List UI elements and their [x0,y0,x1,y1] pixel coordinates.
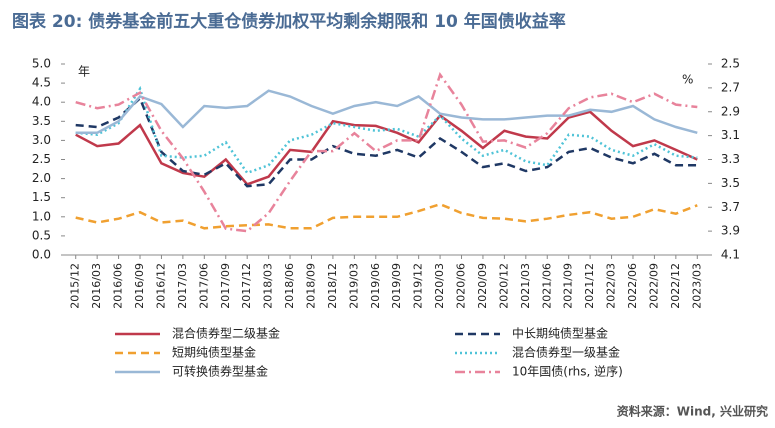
y-tick-label: 3.5 [32,114,51,128]
x-tick-label: 2021/09 [562,263,575,309]
series-line [75,110,698,186]
x-tick-label: 2018/06 [283,263,296,309]
y2-tick-label: 3.3 [721,152,740,166]
y2-tick-label: 4.1 [721,248,740,262]
x-tick-label: 2016/06 [112,263,125,309]
chart-title: 图表 20: 债券基金前五大重仓债券加权平均剩余期限和 10 年国债收益率 [12,11,566,32]
y-tick-label: 1.0 [32,209,51,223]
y-tick-label: 4.0 [32,95,51,109]
y-axis-label: 年 [78,65,90,79]
x-tick-label: 2023/03 [690,263,703,309]
x-tick-label: 2018/12 [326,263,339,309]
x-tick-label: 2018/03 [262,263,275,309]
x-tick-label: 2017/12 [240,263,253,309]
x-tick-label: 2021/03 [519,263,532,309]
y-tick-label: 1.5 [32,190,51,204]
x-tick-label: 2019/09 [390,263,403,309]
x-tick-label: 2020/12 [497,263,510,309]
y-tick-label: 0.0 [32,248,51,262]
y2-tick-label: 3.5 [721,176,740,190]
series-line [75,96,698,188]
x-tick-label: 2022/06 [626,263,639,309]
y2-tick-label: 2.5 [721,57,740,71]
y-tick-label: 5.0 [32,57,51,71]
x-tick-label: 2019/12 [412,263,425,309]
x-tick-label: 2016/03 [90,263,103,309]
x-tick-label: 2016/09 [133,263,146,309]
x-tick-label: 2020/03 [433,263,446,309]
y-tick-label: 4.5 [32,76,51,90]
x-tick-label: 2017/03 [176,263,189,309]
x-tick-label: 2022/09 [647,263,660,309]
x-tick-label: 2021/06 [540,263,553,309]
x-tick-label: 2017/09 [219,263,232,309]
y-tick-label: 0.5 [32,228,51,242]
legend-label: 混合债券型二级基金 [172,326,280,341]
x-tick-label: 2019/06 [369,263,382,309]
series-line [75,89,698,135]
y2-tick-label: 2.7 [721,80,740,94]
y2-tick-label: 3.7 [721,200,740,214]
source: 资料来源：Wind, 兴业研究 [617,404,768,419]
series-line [75,202,698,230]
x-tick-label: 2022/12 [669,263,682,309]
y-tick-label: 2.5 [32,152,51,166]
y2-axis-label: % [682,73,693,87]
x-tick-label: 2022/03 [605,263,618,309]
y2-tick-label: 3.9 [721,224,740,238]
legend-label: 可转换债券型基金 [172,364,268,379]
x-tick-label: 2015/12 [69,263,82,309]
legend-label: 混合债券型一级基金 [512,345,620,360]
legend-label: 中长期纯债型基金 [512,326,608,341]
x-tick-label: 2017/06 [197,263,210,309]
x-tick-label: 2018/09 [304,263,317,309]
x-tick-label: 2019/03 [347,263,360,309]
x-tick-label: 2020/09 [476,263,489,309]
legend-label: 短期纯债型基金 [172,345,256,360]
y2-tick-label: 3.1 [721,128,740,142]
series-line [75,71,698,233]
y2-tick-label: 2.9 [721,104,740,118]
y-tick-label: 2.0 [32,171,51,185]
x-tick-label: 2016/12 [154,263,167,309]
legend-label: 10年国债(rhs, 逆序) [512,364,623,379]
x-tick-label: 2021/12 [583,263,596,309]
x-tick-label: 2020/06 [455,263,468,309]
series-line [75,85,698,175]
y-tick-label: 3.0 [32,133,51,147]
